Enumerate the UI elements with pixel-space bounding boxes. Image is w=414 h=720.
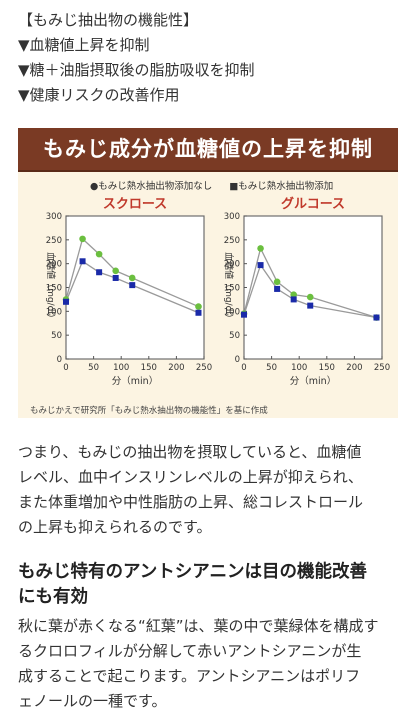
section-heading-line: にも有効: [18, 587, 88, 607]
data-point-circle: [95, 250, 103, 258]
x-tick-label: 250: [374, 363, 390, 373]
y-tick-label: 200: [224, 260, 240, 270]
y-tick-label: 250: [224, 236, 240, 246]
series-line-2: [243, 263, 377, 319]
data-point-circle: [306, 293, 314, 301]
y-axis-label: 血糖値（mg/dl）: [45, 252, 57, 323]
y-tick-label: 0: [235, 355, 240, 365]
paragraph-1-line: レベル、血中インスリンレベルの上昇が抑えられ、: [18, 468, 363, 486]
x-tick-label: 200: [168, 363, 184, 373]
chart-figure: もみじ成分が血糖値の上昇を抑制 ●もみじ熱水抽出物添加なし ■もみじ熱水抽出物添…: [18, 128, 398, 418]
paragraph-1-line: の上昇も抑えられるのです。: [18, 518, 212, 536]
x-tick-label: 100: [113, 363, 129, 373]
data-point-circle: [128, 274, 136, 282]
functions-title: 【もみじ抽出物の機能性】: [18, 11, 199, 29]
series-line-2: [65, 260, 199, 314]
data-point-circle: [79, 235, 86, 243]
legend-item-without-extract: ●もみじ熱水抽出物添加なし: [90, 181, 213, 192]
data-point-circle: [273, 278, 281, 286]
section-heading-line: もみじ特有のアントシアニンは目の機能改善: [18, 562, 367, 582]
y-tick-label: 0: [57, 355, 62, 365]
paragraph-1-line: また体重増加や中性脂肪の上昇、総コレストロール: [18, 493, 364, 511]
x-tick-label: 100: [291, 363, 307, 373]
paragraph-1: つまり、もみじの抽出物を摂取していると、血糖値 レベル、血中インスリンレベルの上…: [18, 440, 398, 540]
figure-banner-title: もみじ成分が血糖値の上昇を抑制: [43, 137, 373, 161]
section-heading: もみじ特有のアントシアニンは目の機能改善 にも有効: [18, 560, 398, 610]
y-tick-label: 100: [224, 307, 240, 317]
functions-list: 【もみじ抽出物の機能性】 ▼血糖値上昇を抑制 ▼糖＋油脂摂取後の脂肪吸収を抑制 …: [18, 8, 398, 108]
paragraph-2-line: ェノールの一種です。: [18, 692, 167, 710]
data-point-square: [79, 258, 86, 265]
y-axis-label: 血糖値（mg/dl）: [223, 252, 235, 323]
chart-legend: ●もみじ熱水抽出物添加なし ■もみじ熱水抽出物添加: [90, 178, 347, 192]
y-tick-label: 100: [46, 307, 62, 317]
x-tick-label: 50: [88, 363, 99, 373]
y-tick-label: 150: [46, 284, 62, 294]
data-point-square: [96, 269, 103, 276]
data-point-square: [112, 274, 119, 281]
series-line-1: [65, 237, 199, 308]
paragraph-2-line: るクロロフィルが分解して赤いアントシアニンが生: [18, 642, 362, 660]
data-point-square: [373, 314, 380, 321]
panel-title: グルコース: [281, 196, 345, 212]
y-tick-label: 200: [46, 260, 62, 270]
function-item-fat-absorption: ▼糖＋油脂摂取後の脂肪吸収を抑制: [18, 61, 255, 79]
x-tick-label: 200: [346, 363, 362, 373]
x-tick-label: 0: [63, 363, 68, 373]
data-point-square: [129, 282, 136, 289]
data-point-square: [274, 285, 281, 292]
x-axis-label: 分（min）: [290, 375, 336, 387]
x-tick-label: 0: [241, 363, 246, 373]
x-tick-label: 50: [266, 363, 277, 373]
paragraph-2: 秋に葉が赤くなる“紅葉”は、葉の中で葉緑体を構成す るクロロフィルが分解して赤い…: [18, 614, 398, 714]
data-point-circle: [112, 267, 119, 275]
data-point-circle: [257, 245, 264, 252]
data-point-square: [307, 302, 314, 309]
y-tick-label: 50: [229, 331, 240, 341]
paragraph-1-line: つまり、もみじの抽出物を摂取していると、血糖値: [18, 443, 362, 461]
function-item-health-risk: ▼健康リスクの改善作用: [18, 86, 180, 104]
legend-item-with-extract: ■もみじ熱水抽出物添加: [229, 181, 334, 192]
plot-area: [243, 215, 383, 360]
data-point-square: [63, 298, 69, 305]
charts-svg: スクロース 0 50 100 150 200 250 300 0 50 100 150 200 250 分（…: [45, 196, 390, 387]
y-tick-label: 150: [224, 284, 240, 294]
y-tick-label: 300: [224, 212, 240, 222]
x-axis-label: 分（min）: [112, 375, 158, 387]
paragraph-2-line: 秋に葉が赤くなる“紅葉”は、葉の中で葉緑体を構成す: [18, 617, 379, 635]
x-tick-label: 150: [319, 363, 335, 373]
data-point-circle: [290, 291, 297, 298]
data-point-circle: [195, 303, 202, 310]
y-tick-label: 300: [46, 212, 62, 222]
x-tick-label: 150: [141, 363, 157, 373]
paragraph-2-line: 成することで起こります。アントシアニンはポリフ: [18, 667, 361, 685]
figure-banner: もみじ成分が血糖値の上昇を抑制: [18, 128, 398, 172]
y-tick-label: 50: [51, 331, 62, 341]
data-point-square: [195, 309, 202, 316]
figure-caption: もみじかえで研究所「もみじ熱水抽出物の機能性」を基に作成: [30, 406, 268, 416]
series-line-1: [243, 246, 377, 319]
function-item-blood-sugar: ▼血糖値上昇を抑制: [18, 36, 150, 54]
data-point-square: [241, 311, 247, 318]
panel-title: スクロース: [103, 197, 167, 212]
x-tick-label: 250: [196, 363, 212, 373]
y-tick-label: 250: [46, 236, 62, 246]
data-point-square: [257, 262, 264, 269]
data-point-square: [290, 296, 297, 303]
